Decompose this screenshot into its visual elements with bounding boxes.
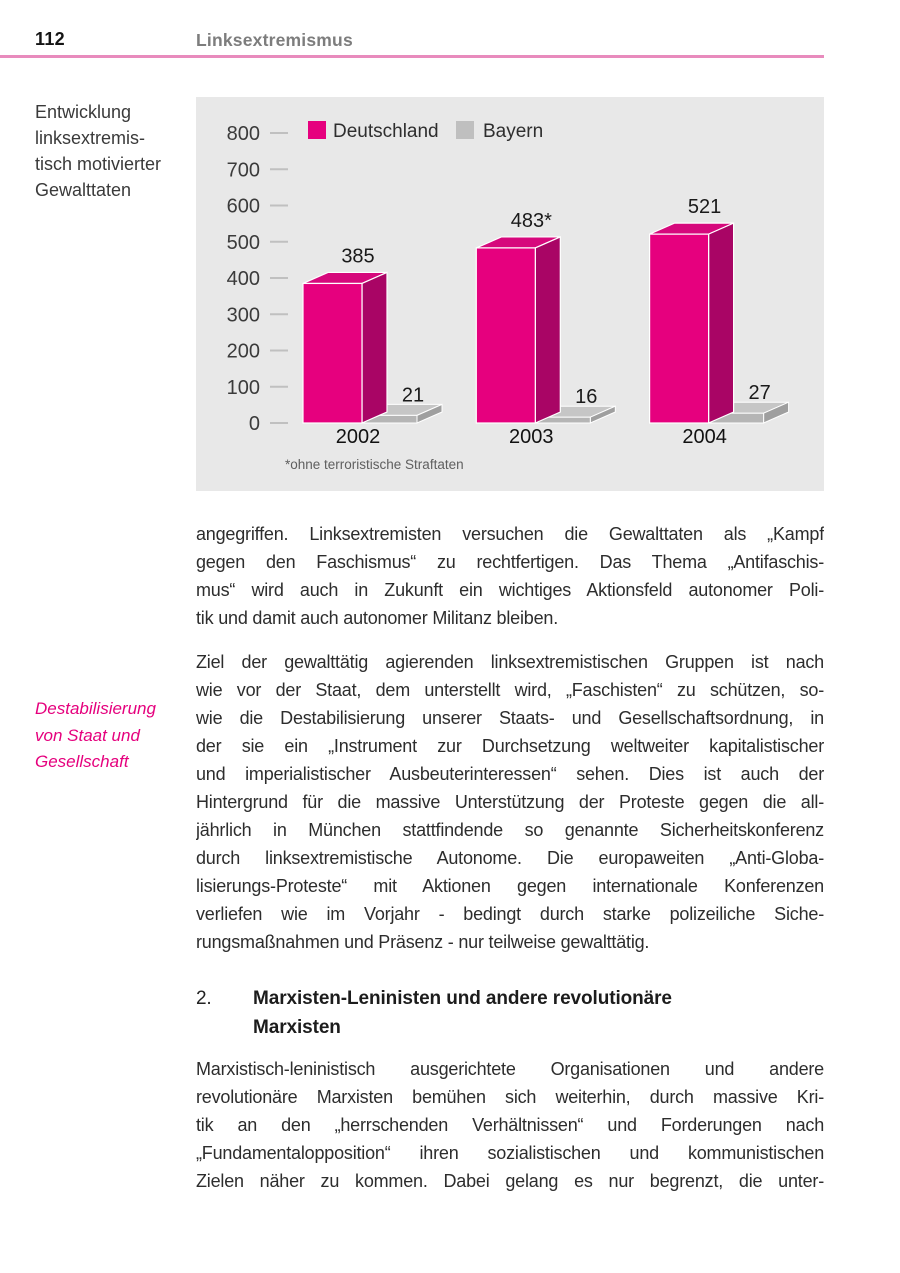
chart-caption-line: linksextremis- bbox=[35, 128, 146, 148]
text-line: angegriffen. Linksextremisten versuchen … bbox=[196, 524, 824, 544]
text-line: wie die Destabilisierung unserer Staats-… bbox=[196, 708, 824, 728]
x-axis-year-label: 2003 bbox=[509, 426, 554, 448]
y-axis-tick-label: 700 bbox=[227, 159, 260, 181]
paragraph: Ziel der gewalttätig agierenden linksext… bbox=[196, 648, 824, 956]
text-line: jährlich in München stattfindende so gen… bbox=[196, 820, 824, 840]
text-line: „Fundamentalopposition“ ihren sozialisti… bbox=[196, 1143, 824, 1163]
y-axis-tick-label: 0 bbox=[249, 413, 260, 435]
y-axis-tick-label: 500 bbox=[227, 232, 260, 254]
margin-note-destabilisierung: Destabilisierung von Staat und Gesellschaf… bbox=[35, 696, 190, 776]
y-axis-tick-label: 600 bbox=[227, 196, 260, 218]
text-line: Hintergrund für die massive Unterstützun… bbox=[196, 792, 824, 812]
text-line: Ziel der gewalttätig agierenden linksext… bbox=[196, 652, 824, 672]
deutschland-value-label: 385 bbox=[341, 245, 374, 267]
deutschland-bar-side bbox=[707, 222, 735, 424]
deutschland-value-label: 483* bbox=[511, 210, 552, 232]
y-axis-tick-label: 100 bbox=[227, 377, 260, 399]
chart-margin-caption: Entwicklung linksextremis-tisch motiviert… bbox=[35, 99, 190, 203]
header-rule bbox=[0, 55, 824, 58]
chart-footnote: *ohne terroristische Straftaten bbox=[285, 457, 464, 472]
legend-swatch-bayern bbox=[456, 121, 474, 139]
paragraph: Marxistisch-leninistisch ausgerichtete O… bbox=[196, 1055, 824, 1195]
text-line: gegen den Faschismus“ zu rechtfertigen. … bbox=[196, 552, 824, 572]
text-line: Zielen näher zu kommen. Dabei gelang es … bbox=[196, 1171, 824, 1191]
deutschland-bar-front bbox=[302, 282, 363, 424]
deutschland-bar-front bbox=[475, 247, 536, 424]
legend-label-bayern: Bayern bbox=[483, 121, 543, 142]
legend-label-deutschland: Deutschland bbox=[333, 121, 439, 142]
y-axis-tick-label: 200 bbox=[227, 341, 260, 363]
text-line: lisierungs-Proteste“ mit Aktionen gegen … bbox=[196, 876, 824, 896]
chart-panel: 800 700 600 500 400 300 200 100 0 Deutschland Baye… bbox=[196, 97, 824, 491]
text-line: und imperialistischer Ausbeuterinteresse… bbox=[196, 764, 824, 784]
text-line: Marxistisch-leninistisch ausgerichtete O… bbox=[196, 1059, 824, 1079]
deutschland-bar-front bbox=[649, 233, 710, 424]
deutschland-bar-side bbox=[361, 271, 388, 424]
text-line: wie vor der Staat, dem unterstellt wird,… bbox=[196, 680, 824, 700]
text-line: tik und damit auch autonomer Militanz bl… bbox=[196, 608, 559, 628]
text-line: verliefen wie im Vorjahr - bedingt durch… bbox=[196, 904, 824, 924]
text-line: mus“ wird auch in Zukunft ein wichtiges … bbox=[196, 580, 824, 600]
bayern-value-label: 27 bbox=[748, 382, 770, 404]
section-heading: 2. Marxisten-Leninisten und andere revolu… bbox=[196, 984, 824, 1042]
bayern-value-label: 21 bbox=[402, 384, 424, 406]
text-line: revolutionäre Marxisten bemühen sich wei… bbox=[196, 1087, 824, 1107]
page-number: 112 bbox=[35, 29, 65, 49]
header-section-title: Linksextremismus bbox=[196, 30, 353, 50]
legend-swatch-deutschland bbox=[308, 121, 326, 139]
section-heading-line: Marxisten-Leninisten und andere revoluti… bbox=[253, 988, 672, 1009]
x-axis-year-label: 2004 bbox=[682, 426, 727, 448]
violence-bar-chart: 800 700 600 500 400 300 200 100 0 Deutschland Baye… bbox=[227, 121, 790, 472]
body-column: angegriffen. Linksextremisten versuchen … bbox=[196, 520, 824, 1211]
margin-note-line: von Staat und bbox=[35, 725, 140, 745]
margin-note-line: Destabilisierung bbox=[35, 699, 156, 718]
section-heading-line: Marxisten bbox=[253, 1017, 341, 1038]
paragraph: angegriffen. Linksextremisten versuchen … bbox=[196, 520, 824, 632]
chart-caption-line: Entwicklung bbox=[35, 102, 132, 122]
text-line: rungsmaßnahmen und Präsenz - nur teilwei… bbox=[196, 932, 650, 952]
x-axis-year-label: 2002 bbox=[336, 426, 381, 448]
y-axis-tick-label: 800 bbox=[227, 123, 260, 145]
chart-caption-line: tisch motivierter bbox=[35, 154, 162, 174]
deutschland-bar-side bbox=[534, 235, 561, 424]
y-axis-tick-label: 400 bbox=[227, 268, 260, 290]
deutschland-value-label: 521 bbox=[688, 196, 721, 218]
y-axis-tick-label: 300 bbox=[227, 304, 260, 326]
text-line: tik an den „herrschenden Verhältnissen“ … bbox=[196, 1115, 824, 1135]
section-heading-number: 2. bbox=[196, 988, 212, 1009]
text-line: durch linksextremistische Autonome. Die … bbox=[196, 848, 824, 868]
margin-note-line: Gesellschaft bbox=[35, 752, 129, 771]
bayern-value-label: 16 bbox=[575, 386, 597, 408]
text-line: der sie ein „Instrument zur Durchsetzung… bbox=[196, 736, 824, 756]
chart-caption-line: Gewalttaten bbox=[35, 180, 132, 200]
